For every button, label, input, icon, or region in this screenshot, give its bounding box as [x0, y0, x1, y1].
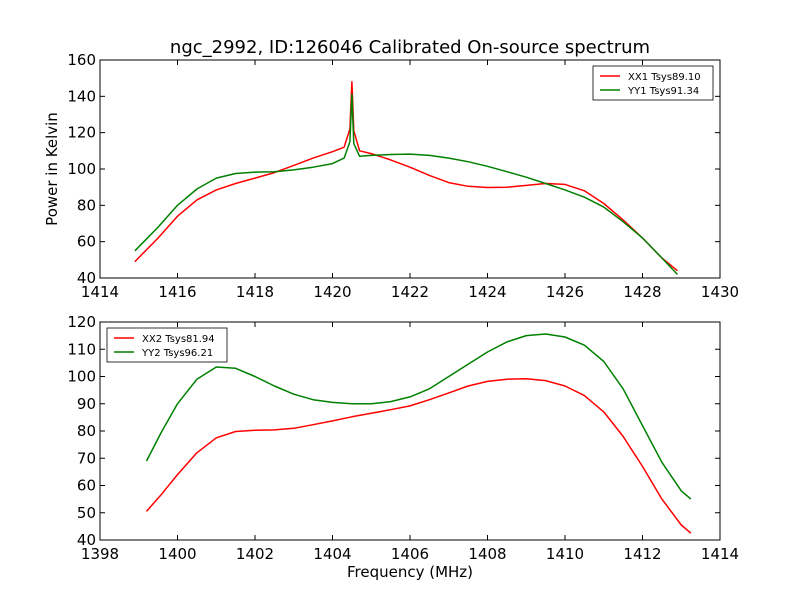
bottom-y-tick-label: 90	[77, 395, 96, 413]
bottom-y-tick-label: 110	[67, 340, 96, 358]
top-y-tick-label: 40	[77, 269, 96, 287]
bottom-x-tick-label: 1410	[546, 545, 584, 563]
top-y-tick-label: 100	[67, 160, 96, 178]
top-y-tick-label: 160	[67, 51, 96, 69]
top-legend-entry: XX1 Tsys89.10	[628, 72, 701, 83]
top-x-tick-label: 1422	[391, 283, 429, 301]
top-x-tick-label: 1426	[546, 283, 584, 301]
top-y-axis-label: Power in Kelvin	[43, 112, 61, 226]
bottom-y-tick-label: 70	[77, 449, 96, 467]
top-x-tick-label: 1428	[623, 283, 661, 301]
bottom-x-tick-label: 1400	[158, 545, 196, 563]
bottom-x-tick-label: 1406	[391, 545, 429, 563]
bottom-legend: XX2 Tsys81.94 YY2 Tsys96.21	[106, 327, 228, 363]
bottom-x-tick-label: 1402	[236, 545, 274, 563]
bottom-x-tick-label: 1414	[701, 545, 739, 563]
bottom-y-tick-label: 50	[77, 504, 96, 522]
top-y-tick-label: 60	[77, 233, 96, 251]
bottom-legend-entry: XX2 Tsys81.94	[142, 334, 215, 345]
top-x-tick-label: 1414	[81, 283, 119, 301]
bottom-series-line-yy	[145, 333, 692, 500]
top-x-tick-label: 1418	[236, 283, 274, 301]
chart-title: ngc_2992, ID:126046 Calibrated On-source…	[170, 37, 650, 58]
bottom-series-line-xx	[145, 377, 692, 534]
bottom-x-tick-label: 1404	[313, 545, 351, 563]
top-series-line-yy	[134, 93, 678, 275]
bottom-x-tick-label: 1408	[468, 545, 506, 563]
bottom-legend-box	[106, 327, 228, 363]
top-x-tick-label: 1430	[701, 283, 739, 301]
bottom-legend-entry: YY2 Tsys96.21	[141, 348, 213, 359]
top-y-tick-label: 120	[67, 124, 96, 142]
bottom-y-tick-label: 60	[77, 477, 96, 495]
bottom-x-tick-label: 1398	[81, 545, 119, 563]
top-x-tick-label: 1424	[468, 283, 506, 301]
bottom-y-tick-label: 100	[67, 368, 96, 386]
top-legend-entry: YY1 Tsys91.34	[627, 86, 699, 97]
bottom-x-axis-label: Frequency (MHz)	[347, 563, 473, 581]
top-panel: 1414 1416 1418 1420 1422 1424 1426 1428 1430 40 60…	[43, 51, 739, 301]
top-x-tick-label: 1416	[158, 283, 196, 301]
bottom-x-tick-label: 1412	[623, 545, 661, 563]
top-series-line-xx	[134, 81, 678, 272]
bottom-y-tick-label: 80	[77, 422, 96, 440]
top-y-tick-label: 80	[77, 196, 96, 214]
bottom-panel: 1398 1400 1402 1404 1406 1408 1410 1412 1414 40 50…	[67, 313, 739, 581]
top-legend-box	[592, 65, 714, 101]
bottom-y-tick-label: 40	[77, 531, 96, 549]
top-legend: XX1 Tsys89.10 YY1 Tsys91.34	[592, 65, 714, 101]
bottom-y-tick-label: 120	[67, 313, 96, 331]
top-y-tick-label: 140	[67, 87, 96, 105]
top-x-tick-label: 1420	[313, 283, 351, 301]
